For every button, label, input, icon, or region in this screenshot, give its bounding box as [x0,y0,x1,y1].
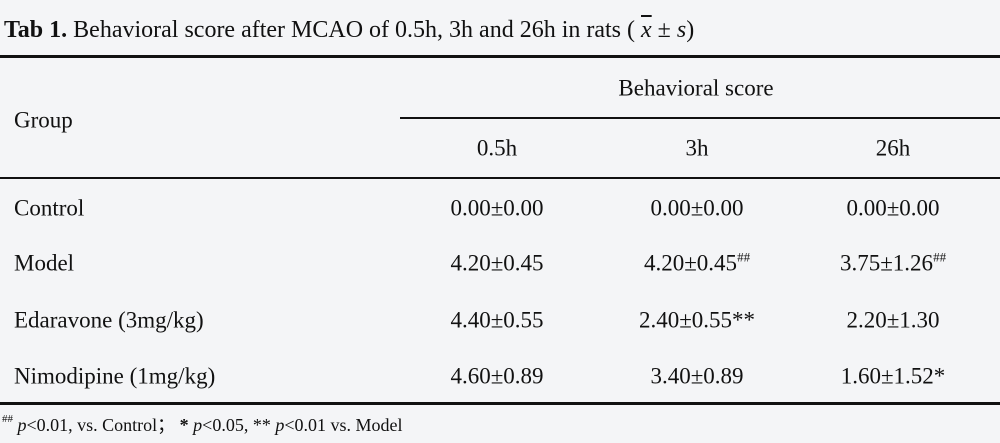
group-cell: Edaravone (3mg/kg) [14,307,204,333]
title-pm: ± [657,17,671,43]
value-text: 3.40±0.89 [650,363,744,389]
column-header: 26h [875,135,911,161]
value-text: 1.60±1.52* [840,363,946,389]
title-label: Tab 1. [4,17,68,43]
title: Tab 1. Behavioral score after MCAO of 0.… [4,18,694,42]
title-sd: s [676,17,687,43]
value-text: 4.60±0.89 [450,363,544,389]
value-cell: 1.60±1.52* [841,365,946,388]
value-text: 4.40±0.55 [450,307,544,333]
footnote: ## p<0.01, vs. Control； * p<0.05, ** p<0… [2,413,403,435]
group-cell: Nimodipine (1mg/kg) [14,363,216,389]
header-rule [0,177,1000,179]
span-rule [400,117,1000,119]
value-cell: 4.40±0.55 [450,309,543,332]
column-header: 3h [685,135,709,161]
value-sup: ## [933,249,947,265]
group-header: Group [14,107,73,133]
value-text: 0.00±0.00 [650,195,744,221]
value-cell: 2.40±0.55** [639,309,755,332]
value-text: 0.00±0.00 [846,195,940,221]
value-cell: 4.20±0.45## [643,249,751,276]
value-text: 2.20±1.30 [846,307,940,333]
footnote-mark: ## [2,413,13,425]
value-text: 0.00±0.00 [450,195,544,221]
column-header: 0.5h [476,135,518,161]
title-text: Behavioral score after MCAO of 0.5h, 3h … [73,17,636,43]
value-cell: 4.20±0.45 [450,252,543,275]
title-close: ) [686,17,695,43]
group-cell: Model [14,250,75,276]
value-cell: 2.20±1.30 [846,309,939,332]
footnote-text: <0.01 vs. Model [284,415,403,435]
value-cell: 3.75±1.26## [839,249,947,276]
footnote-p: p [193,415,203,435]
group-cell: Control [14,195,85,221]
footnote-text: <0.05, ** [202,415,276,435]
footnote-mark: * [179,415,194,435]
value-text: 4.20±0.45 [450,250,544,276]
value-text: 3.75±1.26 [839,250,934,276]
top-rule [0,55,1000,58]
value-cell: 0.00±0.00 [846,197,939,220]
bottom-rule [0,402,1000,405]
footnote-p: p [275,415,285,435]
title-mean: x [641,17,652,43]
footnote-text: <0.01, vs. Control； [26,415,176,435]
value-text: 2.40±0.55** [638,307,756,333]
value-sup: ## [737,249,751,265]
value-text: 4.20±0.45 [643,250,738,276]
footnote-p: p [17,415,27,435]
value-cell: 0.00±0.00 [450,197,543,220]
value-cell: 3.40±0.89 [650,365,743,388]
value-cell: 0.00±0.00 [650,197,743,220]
value-cell: 4.60±0.89 [450,365,543,388]
span-header: Behavioral score [618,75,774,101]
